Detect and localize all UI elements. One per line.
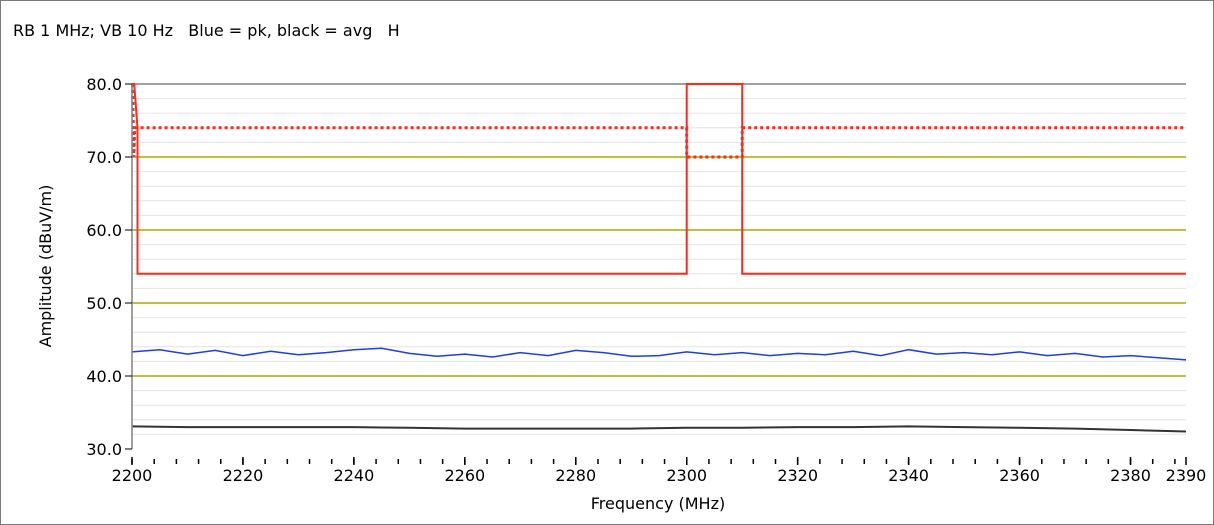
tick-labels: 30.0 40.0 50.0 60.0 70.0 80.0 2200 2220 2240 2260… [86,75,1206,485]
y-axis-label: Amplitude (dBuV/m) [36,185,55,348]
series-limit-line [132,83,1186,275]
y-tick-label: 50.0 [86,294,122,313]
y-tick-label: 40.0 [86,367,122,386]
x-tick-label: 2220 [223,466,264,485]
x-tick-label: 2240 [334,466,375,485]
series-limit-dotted-line [131,83,1186,159]
minor-grid [132,98,1186,435]
x-tick-label: 2200 [112,466,153,485]
y-tick-label: 70.0 [86,148,122,167]
x-tick-label: 2260 [444,466,485,485]
y-tick-label: 30.0 [86,440,122,459]
x-tick-label: 2340 [888,466,929,485]
x-tick-label: 2390 [1166,466,1207,485]
axes [125,83,1187,465]
x-tick-label: 2300 [666,466,707,485]
x-tick-label: 2380 [1110,466,1151,485]
major-grid [132,83,1186,377]
x-tick-label: 2320 [777,466,818,485]
x-tick-label: 2280 [555,466,596,485]
chart-caption: RB 1 MHz; VB 10 Hz Blue = pk, black = av… [13,21,400,40]
y-tick-label: 80.0 [86,75,122,94]
x-tick-label: 2360 [999,466,1040,485]
series-group [131,83,1187,433]
y-tick-label: 60.0 [86,221,122,240]
x-axis-label: Frequency (MHz) [591,494,725,513]
series-avg-line [131,425,1187,433]
series-pk-line [131,347,1187,361]
